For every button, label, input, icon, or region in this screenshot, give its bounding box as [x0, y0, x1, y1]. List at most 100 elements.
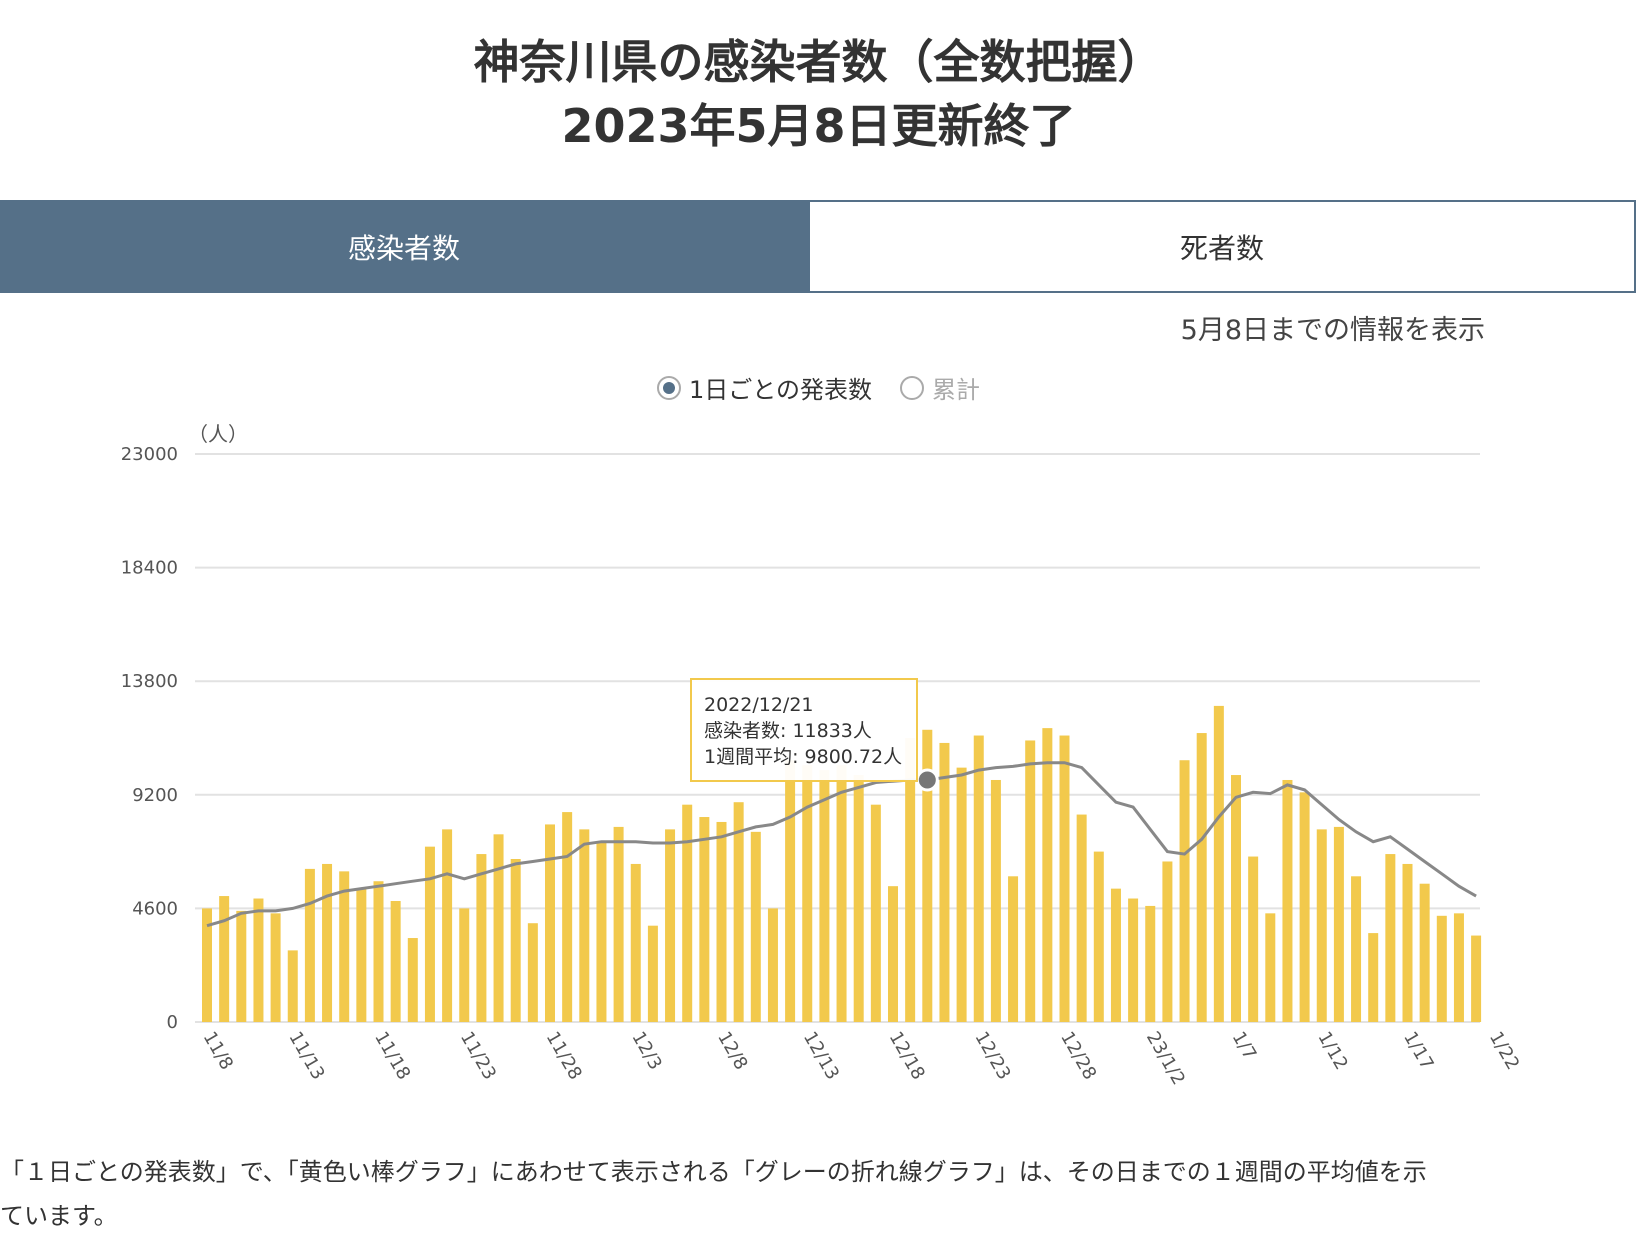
y-tick-label: 13800	[121, 671, 178, 692]
bar[interactable]	[922, 729, 933, 1022]
bar[interactable]	[1282, 779, 1293, 1022]
bar[interactable]	[785, 760, 796, 1022]
bar[interactable]	[424, 846, 435, 1022]
bar[interactable]	[956, 767, 967, 1022]
bar[interactable]	[236, 910, 247, 1022]
bar[interactable]	[253, 898, 264, 1022]
bar[interactable]	[939, 742, 950, 1022]
bar[interactable]	[853, 775, 864, 1022]
bar[interactable]	[322, 863, 333, 1022]
bar[interactable]	[1008, 876, 1019, 1022]
bar[interactable]	[613, 826, 624, 1022]
x-tick-label: 12/28	[1056, 1028, 1100, 1083]
bar[interactable]	[1333, 826, 1344, 1022]
bar[interactable]	[493, 834, 504, 1022]
bar[interactable]	[1179, 760, 1190, 1022]
bar[interactable]	[545, 824, 555, 1022]
bar[interactable]	[990, 779, 1001, 1022]
bar[interactable]	[1385, 854, 1396, 1022]
bar[interactable]	[1402, 863, 1413, 1022]
bar[interactable]	[304, 868, 315, 1022]
bar[interactable]	[973, 735, 984, 1022]
bar[interactable]	[750, 831, 761, 1022]
bar[interactable]	[819, 770, 830, 1022]
x-tick-label: 12/13	[799, 1028, 843, 1083]
radio-cumulative[interactable]: 累計	[900, 370, 980, 405]
footnote: 「１日ごとの発表数」で、「黄色い棒グラフ」にあわせて表示される「グレーの折れ線グ…	[0, 1150, 1637, 1238]
bar[interactable]	[1453, 913, 1464, 1022]
bar[interactable]	[1145, 905, 1156, 1022]
bar[interactable]	[1162, 861, 1173, 1022]
bar[interactable]	[1436, 915, 1447, 1022]
bar[interactable]	[270, 913, 281, 1022]
radio-unselected-icon	[900, 375, 925, 400]
bar[interactable]	[1248, 856, 1259, 1022]
bar[interactable]	[1042, 728, 1053, 1022]
bar[interactable]	[202, 908, 212, 1022]
view-radio-group: 1日ごとの発表数 累計	[0, 370, 1637, 405]
tab-infections[interactable]: 感染者数	[0, 200, 808, 293]
bar[interactable]	[767, 908, 778, 1022]
radio-daily[interactable]: 1日ごとの発表数	[656, 370, 873, 405]
y-tick-label: 18400	[121, 558, 178, 579]
bar[interactable]	[1128, 898, 1139, 1022]
bar[interactable]	[1316, 829, 1327, 1022]
bar[interactable]	[665, 829, 676, 1022]
bar[interactable]	[407, 938, 418, 1022]
x-tick-label: 23/1/2	[1142, 1028, 1189, 1089]
bar[interactable]	[1265, 913, 1276, 1022]
x-tick-label: 11/28	[542, 1028, 586, 1083]
bar[interactable]	[1196, 733, 1207, 1022]
bar[interactable]	[699, 817, 710, 1022]
bar[interactable]	[442, 829, 453, 1022]
bar[interactable]	[510, 859, 521, 1022]
bar[interactable]	[373, 881, 384, 1022]
page-subtitle: 2023年5月8日更新終了	[561, 99, 1076, 153]
bar[interactable]	[287, 950, 298, 1022]
bar[interactable]	[356, 888, 367, 1022]
bar[interactable]	[716, 821, 727, 1022]
y-tick-label: 0	[167, 1012, 178, 1033]
bar[interactable]	[1231, 775, 1241, 1022]
x-tick-label: 12/3	[627, 1028, 665, 1074]
bar[interactable]	[1351, 876, 1362, 1022]
bar[interactable]	[1471, 935, 1482, 1022]
bar[interactable]	[647, 925, 658, 1022]
y-tick-label: 23000	[121, 444, 178, 465]
bar[interactable]	[390, 900, 401, 1022]
bar[interactable]	[1110, 888, 1121, 1022]
x-tick-label: 11/8	[199, 1028, 237, 1074]
y-axis-ticks: 0 4600 9200 13800 18400 23000	[121, 444, 178, 1033]
bar[interactable]	[905, 738, 916, 1022]
bar[interactable]	[562, 812, 573, 1022]
bar[interactable]	[339, 871, 350, 1022]
footnote-line-1: 「１日ごとの発表数」で、「黄色い棒グラフ」にあわせて表示される「グレーの折れ線グ…	[0, 1158, 1427, 1186]
bar[interactable]	[1059, 735, 1070, 1022]
bar[interactable]	[579, 829, 590, 1022]
bar[interactable]	[1368, 933, 1379, 1022]
bar[interactable]	[682, 804, 693, 1022]
bar[interactable]	[733, 802, 744, 1022]
bar[interactable]	[1076, 814, 1087, 1022]
bar[interactable]	[1025, 740, 1036, 1022]
bar[interactable]	[219, 896, 230, 1022]
bar[interactable]	[1093, 851, 1104, 1022]
bar[interactable]	[836, 765, 847, 1022]
bar[interactable]	[1213, 705, 1224, 1022]
bar[interactable]	[630, 863, 641, 1022]
bar[interactable]	[596, 841, 607, 1022]
bar[interactable]	[1299, 792, 1310, 1022]
bar[interactable]	[802, 765, 813, 1022]
bar[interactable]	[1419, 883, 1430, 1022]
hover-point[interactable]	[915, 768, 939, 792]
bar[interactable]	[527, 923, 538, 1022]
x-tick-label: 11/13	[284, 1028, 328, 1083]
radio-daily-label: 1日ごとの発表数	[688, 376, 873, 404]
x-tick-label: 11/18	[370, 1028, 414, 1083]
info-text: 5月8日までの情報を表示	[1180, 315, 1485, 346]
bar[interactable]	[459, 908, 470, 1022]
tab-deaths[interactable]: 死者数	[808, 200, 1636, 293]
bar[interactable]	[476, 854, 487, 1022]
bar[interactable]	[870, 804, 881, 1022]
bar[interactable]	[888, 886, 898, 1022]
